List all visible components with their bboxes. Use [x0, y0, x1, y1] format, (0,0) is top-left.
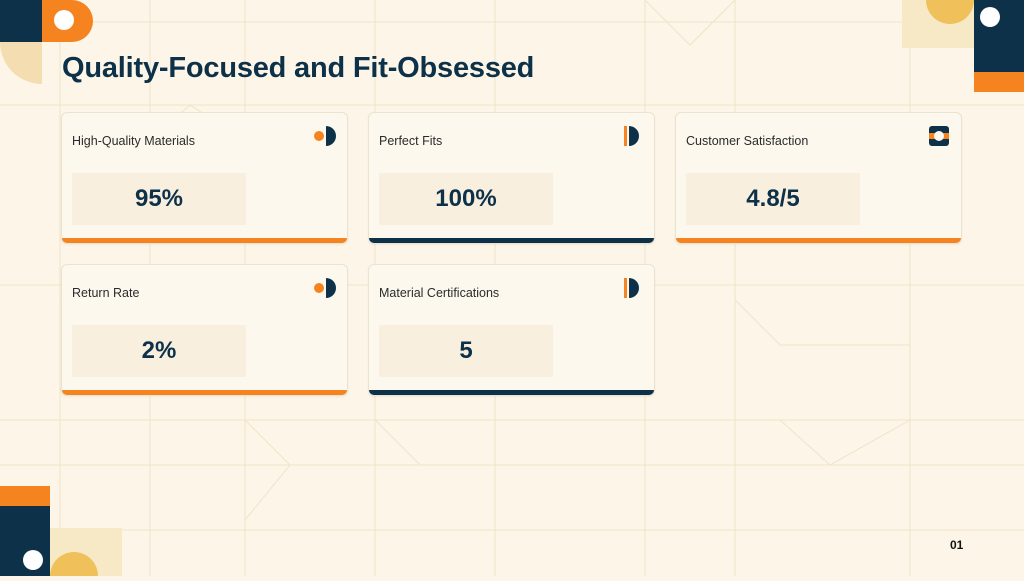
corner-decoration-top-right — [900, 0, 1024, 92]
bar-half-circle-icon — [620, 125, 644, 147]
slide-title: Quality-Focused and Fit-Obsessed — [62, 52, 535, 84]
metric-value: 4.8/5 — [686, 173, 860, 225]
metric-card-high-quality-materials: High-Quality Materials 95% — [61, 112, 348, 244]
accent-bar — [62, 390, 347, 395]
metric-card-material-certifications: Material Certifications 5 — [368, 264, 655, 396]
metric-card-customer-satisfaction: Customer Satisfaction 4.8/5 — [675, 112, 962, 244]
metric-value: 5 — [379, 325, 553, 377]
accent-bar — [676, 238, 961, 243]
metric-card-perfect-fits: Perfect Fits 100% — [368, 112, 655, 244]
metric-label: Customer Satisfaction — [686, 134, 809, 148]
accent-bar — [62, 238, 347, 243]
dot-half-circle-icon — [313, 277, 337, 299]
metric-value: 95% — [72, 173, 246, 225]
corner-decoration-top-left — [0, 0, 100, 90]
dot-half-circle-icon — [313, 125, 337, 147]
ring-icon — [927, 125, 951, 147]
corner-decoration-bottom-left — [0, 486, 124, 576]
metric-value: 100% — [379, 173, 553, 225]
metric-value: 2% — [72, 325, 246, 377]
page-number: 01 — [950, 538, 964, 552]
metric-card-return-rate: Return Rate 2% — [61, 264, 348, 396]
accent-bar — [369, 390, 654, 395]
metric-label: Return Rate — [72, 286, 140, 300]
metric-label: Perfect Fits — [379, 134, 443, 148]
metric-label: High-Quality Materials — [72, 134, 195, 148]
metric-label: Material Certifications — [379, 286, 500, 300]
accent-bar — [369, 238, 654, 243]
bar-half-circle-icon — [620, 277, 644, 299]
